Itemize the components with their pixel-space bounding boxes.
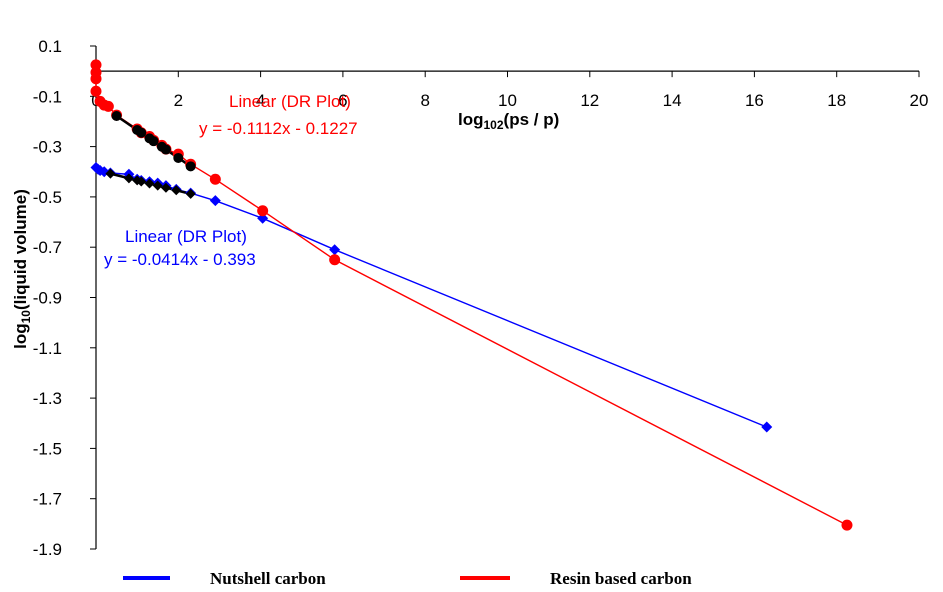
x-tick-label: 4 xyxy=(256,91,265,110)
data-point xyxy=(90,59,102,71)
x-tick-label: 12 xyxy=(580,91,599,110)
x-tick-label: 20 xyxy=(910,91,929,110)
legend-label-resin: Resin based carbon xyxy=(550,569,692,588)
y-tick-label: -1.9 xyxy=(33,540,62,559)
y-tick-label: -0.7 xyxy=(33,238,62,257)
data-point xyxy=(90,73,102,85)
fit-point xyxy=(105,168,116,179)
fit-point xyxy=(152,180,163,191)
nutshell-fit-equation: y = -0.0414x - 0.393 xyxy=(104,250,256,269)
fit-point xyxy=(185,161,196,172)
fit-point xyxy=(185,188,196,199)
x-tick-label: 18 xyxy=(827,91,846,110)
y-tick-label: -1.1 xyxy=(33,339,62,358)
data-point xyxy=(209,173,221,185)
data-point xyxy=(841,519,853,531)
fit-point xyxy=(148,136,159,147)
y-tick-label: -0.9 xyxy=(33,289,62,308)
legend-label-nutshell: Nutshell carbon xyxy=(210,569,326,588)
data-point xyxy=(761,421,773,433)
fit-point xyxy=(123,173,134,184)
x-tick-label: 16 xyxy=(745,91,764,110)
data-markers xyxy=(90,59,853,531)
fit-point xyxy=(160,144,171,155)
resin-fit-equation: y = -0.1112x - 0.1227 xyxy=(199,119,358,138)
data-point xyxy=(90,85,102,97)
axes xyxy=(90,45,920,550)
y-tick-labels: 0.1 -0.1 -0.3 -0.5 -0.7 -0.9 -1.1 -1.3 -1.5 -1.7 -… xyxy=(33,37,62,559)
y-tick-label: -1.7 xyxy=(33,490,62,509)
data-point xyxy=(257,212,269,224)
fit-point xyxy=(160,182,171,193)
data-point xyxy=(102,100,114,112)
y-tick-label: -1.5 xyxy=(33,439,62,458)
x-tick-label: 14 xyxy=(663,91,682,110)
fit-point xyxy=(111,110,122,121)
fit-point xyxy=(144,178,155,189)
data-point xyxy=(257,205,269,217)
data-point xyxy=(209,195,221,207)
fit-point xyxy=(136,127,147,138)
y-tick-label: -1.3 xyxy=(33,389,62,408)
nutshell-fit-label: Linear (DR Plot) xyxy=(125,227,247,246)
x-tick-label: 8 xyxy=(420,91,429,110)
fit-point xyxy=(173,152,184,163)
y-tick-label: 0.1 xyxy=(38,37,62,56)
series-line-0 xyxy=(95,166,767,428)
x-tick-label: 10 xyxy=(498,91,517,110)
x-axis-label: log102(ps / p) xyxy=(458,110,559,132)
y-tick-label: -0.5 xyxy=(33,188,62,207)
y-tick-label: -0.1 xyxy=(33,87,62,106)
fit-point xyxy=(136,176,147,187)
y-tick-label: -0.3 xyxy=(33,138,62,157)
fit-point xyxy=(171,185,182,196)
resin-fit-label: Linear (DR Plot) xyxy=(229,92,351,111)
data-point xyxy=(329,254,341,266)
x-tick-label: 2 xyxy=(174,91,183,110)
x-tick-labels: 02468101214161820 xyxy=(91,91,928,110)
legend: Nutshell carbon Resin based carbon xyxy=(123,569,692,588)
y-axis-label: log10(liquid volume) xyxy=(11,189,33,349)
data-point xyxy=(329,244,341,256)
x-tick-label: 6 xyxy=(338,91,347,110)
